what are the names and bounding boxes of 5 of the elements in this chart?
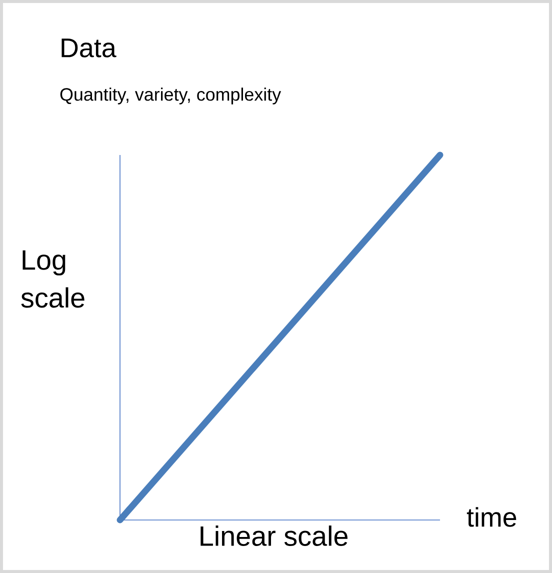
x-axis-title: Linear scale (200, 526, 348, 546)
y-axis-title: Log scale (21, 250, 84, 308)
chart-title: Data (62, 38, 116, 58)
chart-subtitle: Quantity, variety, complexity (60, 88, 282, 104)
annotation: time (466, 507, 516, 527)
